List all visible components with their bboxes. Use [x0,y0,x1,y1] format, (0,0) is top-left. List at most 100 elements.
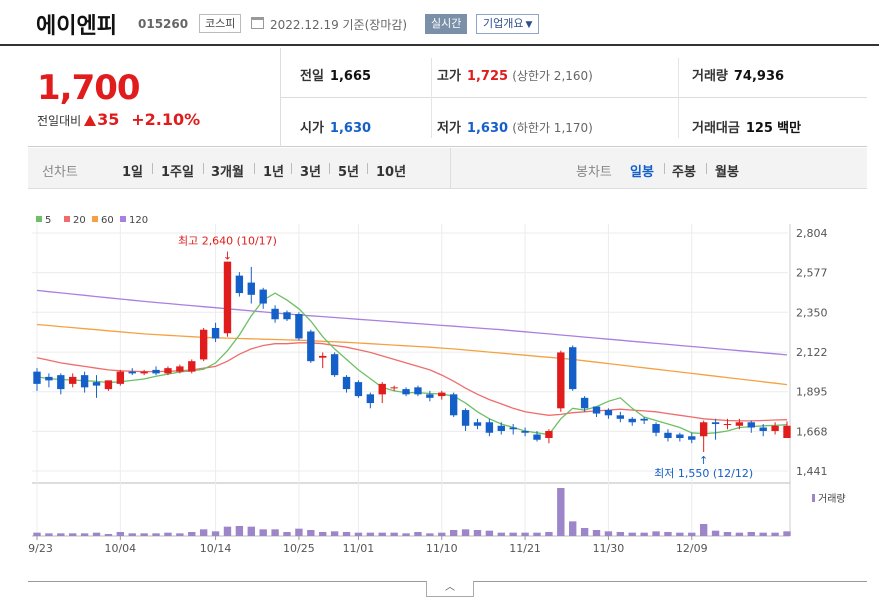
legend-swatch [92,216,98,222]
line-chart-label: 선차트 [42,165,78,180]
x-tick-label: 11/10 [426,542,458,555]
volume-bar [104,534,113,536]
candle-body [235,275,244,294]
tab-1y[interactable]: 1년 [263,165,285,180]
tab-weekly[interactable]: 주봉 [672,165,696,180]
low-cell: 저가 1,630 (하한가 1,170) [437,117,593,136]
tab-divider [152,163,153,174]
volume-bar [449,530,458,536]
tab-monthly[interactable]: 월봉 [715,165,739,180]
quote-panel: 1,700 전일대비 35 +2.10% 전일 1,665 고가 1,725 (상한가… [28,48,867,147]
volume-bar [80,533,89,536]
candle-body [759,427,767,432]
x-tick-label: 10/14 [200,542,232,555]
candle-body [783,425,791,438]
candle-body [354,382,363,397]
y-tick-label: 2,122 [796,346,828,359]
x-tick-label: 10/25 [283,542,315,555]
candle-body [223,261,232,334]
candle-body [259,289,267,304]
amount-value: 125 [745,121,773,136]
candle-chart[interactable]: 2,804 2,577 2,350 2,122 1,895 1,668 1,441 09/23… [21,200,879,580]
quote-col-divider [678,58,679,138]
volume-bar [699,524,708,536]
tab-5y[interactable]: 5년 [338,165,360,180]
company-info-button[interactable]: 기업개요 ▼ [476,14,540,34]
volume-bar [152,533,160,536]
collapse-toggle[interactable]: ︿ [426,581,474,597]
candle-body [366,394,375,404]
realtime-button[interactable]: 실시간 [425,14,468,34]
volume-bar [378,532,386,536]
prev-close-label: 전일 [300,69,324,84]
tab-daily[interactable]: 일봉 [630,165,654,180]
y-tick-label: 2,577 [796,267,828,280]
candle-body [211,327,220,339]
volume-bar [438,532,446,536]
stock-header: 에이엔피 015260 코스피 2022.12.19 기준(장마감) 실시간 기… [0,0,879,46]
candle-body [485,422,494,433]
candle-body [57,375,65,390]
candle-body [104,380,113,390]
change-row: 전일대비 35 +2.10% [37,110,200,129]
change-percent: +2.10% [131,110,201,129]
change-value: 35 [97,110,120,129]
candle-body [509,427,517,430]
ma-line-ma60 [36,323,788,386]
current-price: 1,700 [37,68,141,108]
quote-divider [281,97,867,98]
chart-svg: 2,804 2,577 2,350 2,122 1,895 1,668 1,441 09/23… [21,215,846,555]
volume-bar [557,488,565,536]
volume-bar [199,529,208,536]
volume-bar [521,532,529,536]
tab-1d[interactable]: 1일 [122,165,144,180]
tab-divider [203,163,204,174]
y-tick-label: 1,668 [796,425,828,438]
candle-body [735,422,744,426]
up-triangle-icon [84,115,97,126]
candle-body [247,282,255,295]
candle-body [330,354,339,376]
candle-body [69,376,77,384]
volume-bar [485,530,494,536]
volume-bar [616,532,625,536]
volume-bar [497,532,505,536]
volume-bar [723,532,732,536]
legend-label: 120 [129,215,148,226]
volume-bar [295,528,303,536]
candle-body [604,410,613,416]
high-annotation: 최고 2,640 (10/17) [178,235,277,248]
candle-body [497,425,505,432]
base-date: 2022.12.19 기준(장마감) [270,18,408,32]
ma-line-ma120 [36,289,788,356]
candle-body [307,331,315,362]
tab-3y[interactable]: 3년 [300,165,322,180]
candle-body [580,397,589,409]
open-cell: 시가 1,630 [300,117,371,136]
upper-limit: (상한가 2,160) [512,69,593,83]
volume-legend-label: 거래량 [818,493,846,505]
high-label: 고가 [437,69,461,84]
prev-close-value: 1,665 [329,69,372,84]
candle-body [592,406,601,414]
quote-col-divider [431,58,432,138]
chevron-up-icon: ︿ [445,582,455,593]
lower-limit: (하한가 1,170) [512,121,593,135]
x-tick-label: 11/30 [593,542,625,555]
company-info-label: 기업개요 [483,17,524,30]
tab-3m[interactable]: 3개월 [211,165,244,180]
candle-body [199,329,208,360]
candle-body [723,424,732,426]
candle-body [616,415,625,419]
tab-10y[interactable]: 10년 [376,165,407,180]
volume-bar [211,531,220,536]
candle-body [152,369,160,374]
candle-body [271,308,279,320]
candle-body [628,418,636,423]
market-badge: 코스피 [199,14,242,33]
volume-bar [342,532,351,536]
candle-body [45,376,53,381]
volume-bar [509,532,517,536]
high-cell: 고가 1,725 (상한가 2,160) [437,65,593,84]
tab-1w[interactable]: 1주일 [161,165,194,180]
